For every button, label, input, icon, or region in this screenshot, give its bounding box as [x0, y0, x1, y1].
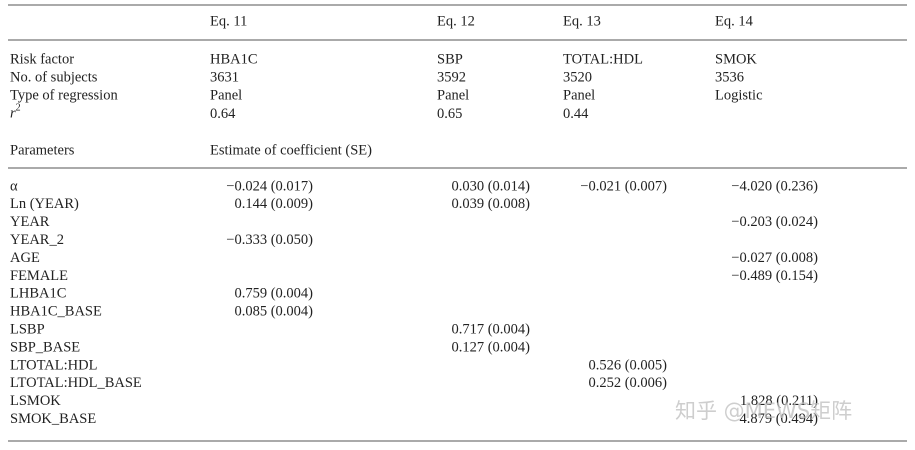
cell: 3592 [437, 70, 466, 86]
cell: 0.717 (0.004) [451, 322, 530, 338]
row-label: LTOTAL:HDL [10, 357, 97, 373]
cell: 3631 [210, 70, 239, 86]
row-label-text: r [10, 106, 16, 122]
cell: 0.085 (0.004) [234, 304, 313, 320]
row-label: YEAR [10, 214, 50, 230]
cell: 0.039 (0.008) [451, 196, 530, 212]
cell: 4.879 (0.494) [739, 411, 818, 427]
cell: Panel [563, 88, 595, 104]
row-label: HBA1C_BASE [10, 304, 102, 320]
row-label-sup: 2 [16, 103, 21, 114]
row-label: r2 [10, 103, 21, 122]
row-label: LSMOK [10, 393, 61, 409]
row-label: FEMALE [10, 268, 68, 284]
row-label: AGE [10, 250, 40, 266]
cell: −0.203 (0.024) [731, 214, 818, 230]
cell: 0.030 (0.014) [451, 178, 530, 194]
row-label: α [10, 178, 18, 194]
cell: 3520 [563, 70, 592, 86]
cell: Panel [210, 88, 242, 104]
cell: −0.024 (0.017) [226, 178, 313, 194]
row-label: Type of regression [10, 88, 118, 104]
cell: 0.759 (0.004) [234, 286, 313, 302]
cell: −0.333 (0.050) [226, 232, 313, 248]
row-label: No. of subjects [10, 70, 98, 86]
cell: −0.027 (0.008) [731, 250, 818, 266]
cell: −4.020 (0.236) [731, 178, 818, 194]
parameters-label: Parameters [10, 142, 75, 158]
cell: −0.021 (0.007) [580, 178, 667, 194]
cell: 0.252 (0.006) [588, 375, 667, 391]
cell: SBP [437, 51, 463, 67]
row-label: YEAR_2 [10, 232, 64, 248]
column-header: Eq. 12 [437, 13, 475, 29]
parameters-subtitle: Estimate of coefficient (SE) [210, 142, 372, 158]
cell: −0.489 (0.154) [731, 268, 818, 284]
cell: 0.65 [437, 106, 462, 122]
cell: 0.127 (0.004) [451, 339, 530, 355]
row-label: Ln (YEAR) [10, 196, 79, 212]
column-header: Eq. 14 [715, 13, 754, 29]
row-label: LSBP [10, 322, 45, 338]
cell: Panel [437, 88, 469, 104]
column-header: Eq. 13 [563, 13, 601, 29]
cell: 3536 [715, 70, 744, 86]
cell: 0.526 (0.005) [588, 357, 667, 373]
row-label: LHBA1C [10, 286, 66, 302]
cell: TOTAL:HDL [563, 51, 643, 67]
cell: Logistic [715, 88, 763, 104]
row-label: SMOK_BASE [10, 411, 96, 427]
cell: 0.64 [210, 106, 236, 122]
column-header: Eq. 11 [210, 13, 247, 29]
row-label: SBP_BASE [10, 339, 80, 355]
cell: SMOK [715, 51, 757, 67]
watermark: 知乎 @MEWS矩阵 [675, 399, 852, 423]
cell: 1.828 (0.211) [740, 393, 818, 409]
cell: 0.144 (0.009) [234, 196, 313, 212]
row-label: LTOTAL:HDL_BASE [10, 375, 142, 391]
cell: HBA1C [210, 51, 258, 67]
cell: 0.44 [563, 106, 589, 122]
row-label: Risk factor [10, 51, 74, 67]
